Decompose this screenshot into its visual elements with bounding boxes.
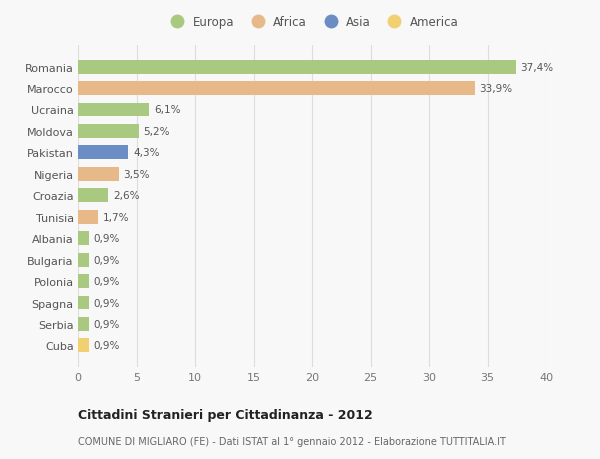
Text: 37,4%: 37,4% [520, 62, 553, 73]
Bar [78, 317, 89, 331]
Bar [78, 253, 89, 267]
Text: Cittadini Stranieri per Cittadinanza - 2012: Cittadini Stranieri per Cittadinanza - 2… [78, 409, 373, 421]
Legend: Europa, Africa, Asia, America: Europa, Africa, Asia, America [166, 17, 458, 29]
Text: 4,3%: 4,3% [133, 148, 160, 158]
Text: 0,9%: 0,9% [93, 298, 119, 308]
Text: 0,9%: 0,9% [93, 276, 119, 286]
Text: 2,6%: 2,6% [113, 191, 140, 201]
Text: 3,5%: 3,5% [124, 169, 150, 179]
Text: 0,9%: 0,9% [93, 234, 119, 244]
Text: COMUNE DI MIGLIARO (FE) - Dati ISTAT al 1° gennaio 2012 - Elaborazione TUTTITALI: COMUNE DI MIGLIARO (FE) - Dati ISTAT al … [78, 436, 506, 446]
Bar [78, 82, 475, 96]
Text: 33,9%: 33,9% [479, 84, 512, 94]
Text: 0,9%: 0,9% [93, 319, 119, 329]
Bar [78, 274, 89, 288]
Bar [78, 125, 139, 139]
Bar [78, 210, 98, 224]
Bar [78, 146, 128, 160]
Bar [78, 296, 89, 310]
Bar [78, 189, 109, 203]
Text: 0,9%: 0,9% [93, 255, 119, 265]
Bar [78, 339, 89, 353]
Bar [78, 232, 89, 246]
Bar [78, 61, 515, 74]
Text: 6,1%: 6,1% [154, 105, 181, 115]
Text: 1,7%: 1,7% [103, 212, 129, 222]
Text: 0,9%: 0,9% [93, 341, 119, 351]
Text: 5,2%: 5,2% [143, 127, 170, 137]
Bar [78, 103, 149, 117]
Bar [78, 168, 119, 181]
